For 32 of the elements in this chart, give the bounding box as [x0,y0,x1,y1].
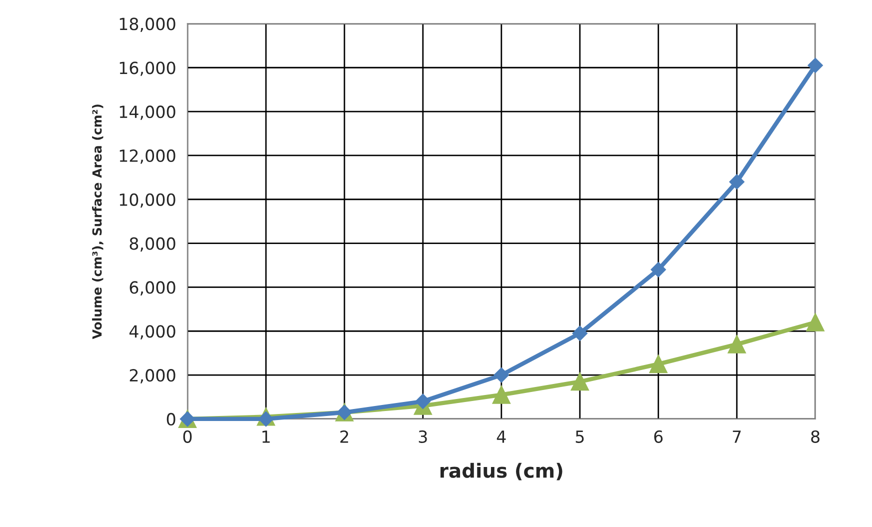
x-tick-label: 3 [418,430,427,443]
point [729,174,744,190]
x-tick-label: 1 [262,430,270,443]
x-axis-title: radius (cm) [440,462,562,480]
y-tick-label: 2,000 [130,369,176,384]
x-tick-label: 8 [811,430,820,443]
y-tick-label: 14,000 [120,106,176,120]
point [492,386,510,404]
x-tick-label: 4 [496,430,506,443]
point [728,335,746,354]
point [494,367,509,383]
x-tick-label: 2 [340,430,348,443]
y-tick-label: 0 [166,412,176,426]
point [570,372,589,391]
point [572,326,588,341]
point [649,355,668,374]
y-tick-label: 12,000 [120,149,176,164]
y-tick-label: 4,000 [129,325,176,340]
y-tick-label: 6,000 [130,281,176,296]
x-tick-label: 5 [576,430,584,443]
y-tick-label: 16,000 [120,62,176,76]
point [650,262,666,278]
point [808,58,823,74]
y-tick-label: 10,000 [120,193,176,208]
point [806,313,824,332]
y-tick-label: 18,000 [120,18,176,32]
x-tick-label: 0 [183,430,192,443]
point [415,394,430,409]
y-tick-label: 8,000 [130,237,176,252]
x-tick-label: 7 [732,430,741,443]
x-tick-label: 6 [654,430,663,443]
y-axis-title: Volume (cm³), Surface Area (cm²) [92,104,104,340]
